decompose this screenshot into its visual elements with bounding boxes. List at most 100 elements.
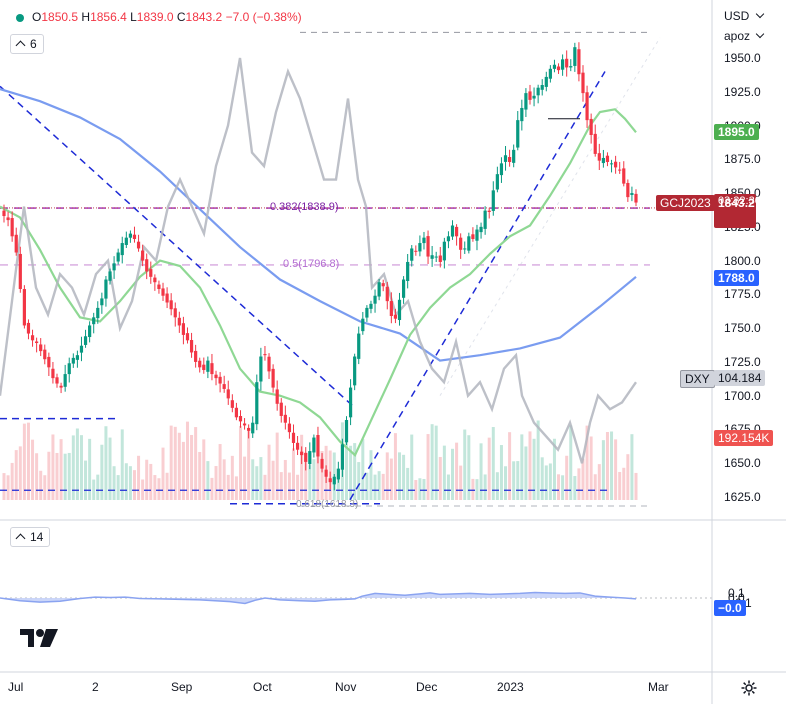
dxy-value-tag: 104.184 xyxy=(714,370,766,386)
candle-body xyxy=(10,218,14,237)
volume-bar xyxy=(438,456,442,500)
time-tick-label: 2 xyxy=(92,680,99,694)
candle-body xyxy=(316,434,320,457)
candle-body xyxy=(67,363,71,375)
candle-body xyxy=(430,255,434,259)
candle-body xyxy=(552,64,557,69)
candle-body xyxy=(618,169,622,171)
volume-bar xyxy=(145,459,149,500)
oscillator-toggle-button[interactable]: 14 xyxy=(10,527,51,547)
candle-body xyxy=(491,190,495,211)
parallel-channel-line xyxy=(439,37,661,396)
volume-bar xyxy=(112,466,116,500)
volume-bar xyxy=(165,472,169,500)
candle-body xyxy=(601,157,605,164)
candle-body xyxy=(483,210,487,229)
candle-body xyxy=(79,345,84,353)
volume-bar xyxy=(279,472,283,500)
candle-body xyxy=(573,47,577,66)
candle-body xyxy=(544,76,548,87)
indicators-toggle-button[interactable]: 6 xyxy=(10,34,44,54)
candle-body xyxy=(92,317,96,325)
candle-body xyxy=(112,263,116,271)
volume-bar xyxy=(336,474,340,500)
candle-body xyxy=(108,271,112,281)
volume-bar xyxy=(255,466,259,500)
candle-body xyxy=(263,354,267,356)
time-tick-label: Dec xyxy=(416,680,438,694)
volume-bar xyxy=(626,454,630,500)
candle-body xyxy=(30,335,35,341)
oscillator-value-tag: −0.0 xyxy=(714,600,746,616)
candles xyxy=(2,42,638,491)
candle-body xyxy=(499,163,504,176)
candle-body xyxy=(520,107,524,122)
volume-bar xyxy=(161,447,165,500)
volume-bar xyxy=(149,463,153,500)
candle-body xyxy=(401,279,406,298)
volume-bar xyxy=(287,472,291,500)
volume-bar xyxy=(14,450,18,500)
candle-body xyxy=(532,95,536,99)
candle-body xyxy=(210,363,214,375)
candle-body xyxy=(238,415,243,422)
volume-bar xyxy=(75,428,79,500)
candle-body xyxy=(300,451,304,456)
candle-body xyxy=(259,356,263,382)
candle-body xyxy=(255,382,259,425)
volume-bar xyxy=(63,453,67,500)
candle-body xyxy=(410,248,414,261)
candle-body xyxy=(565,58,569,68)
volume-bar xyxy=(51,434,55,500)
candle-body xyxy=(132,234,137,240)
currency-selector[interactable]: USD xyxy=(724,8,764,23)
volume-bar xyxy=(495,472,499,500)
high-label: H xyxy=(81,10,91,24)
volume-bar xyxy=(18,446,22,500)
volume-bar xyxy=(381,473,385,500)
volume-bar xyxy=(2,473,6,500)
candle-body xyxy=(446,236,451,242)
price-tick-label: 1950.0 xyxy=(724,51,761,65)
volume-bar xyxy=(585,425,589,500)
scale-mode[interactable]: apoz xyxy=(724,28,765,43)
open-label: O xyxy=(32,10,42,24)
volume-bar xyxy=(96,474,100,500)
volume-bar xyxy=(218,444,222,500)
candle-body xyxy=(471,234,475,240)
volume-bar xyxy=(226,474,230,500)
price-tick-label: 1875.0 xyxy=(724,152,761,167)
oscillator-line xyxy=(0,591,637,605)
volume-bar xyxy=(389,458,393,500)
candle-body xyxy=(581,72,585,94)
gear-icon[interactable] xyxy=(740,679,758,697)
volume-bar xyxy=(238,425,242,500)
volume-bar xyxy=(59,439,63,500)
candle-body xyxy=(63,374,67,387)
candle-body xyxy=(267,356,271,372)
volume-bar xyxy=(459,465,463,500)
candle-body xyxy=(22,289,26,326)
candle-body xyxy=(414,250,418,252)
candle-body xyxy=(177,317,181,326)
tradingview-logo-icon[interactable] xyxy=(20,627,58,649)
candle-body xyxy=(75,355,79,360)
volume-bar xyxy=(622,467,626,500)
indicator-count: 6 xyxy=(30,37,37,51)
candle-body xyxy=(173,308,177,318)
candle-body xyxy=(43,349,47,360)
volume-bar xyxy=(39,470,43,500)
volume-bar xyxy=(573,476,577,500)
low-value: 1839.0 xyxy=(136,10,174,24)
time-tick-label: Nov xyxy=(335,680,357,694)
candle-body xyxy=(202,364,206,371)
volume-bar xyxy=(55,452,59,500)
price-tick-label: 1750.0 xyxy=(724,321,761,336)
candle-body xyxy=(622,168,626,184)
price-tick-label: 1625.0 xyxy=(724,490,761,504)
candle-body xyxy=(609,163,614,165)
volume-bar xyxy=(22,423,26,500)
close-label: C xyxy=(176,10,186,24)
volume-bar xyxy=(190,434,194,500)
